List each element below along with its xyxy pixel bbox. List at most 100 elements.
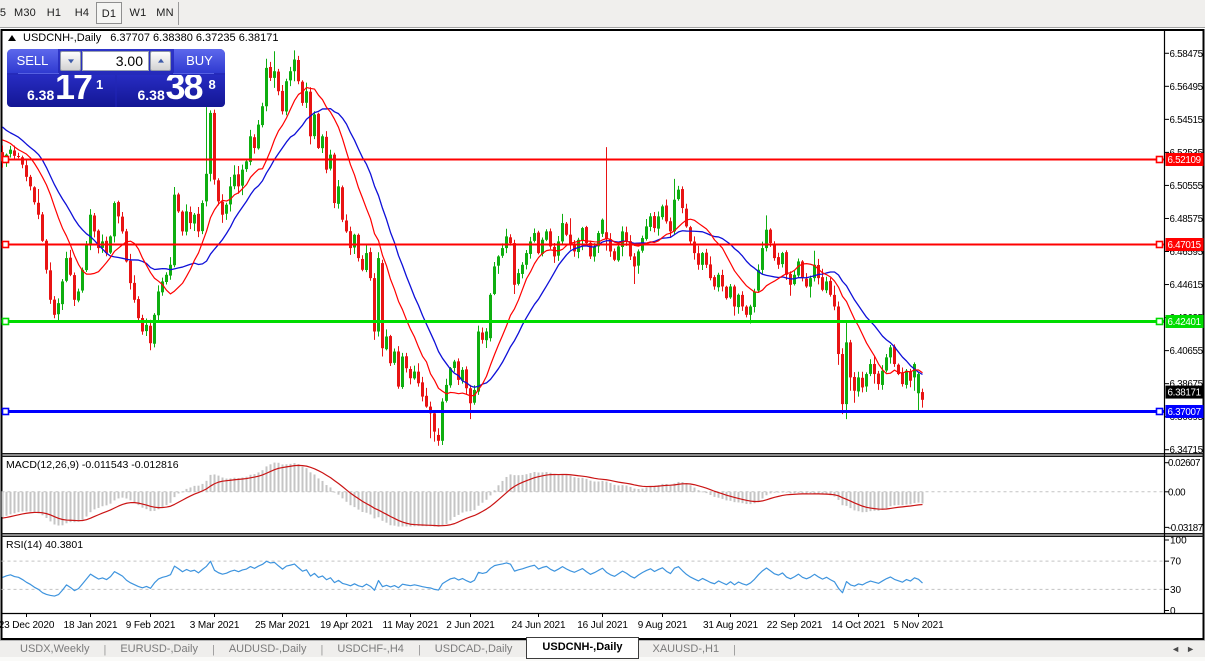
candle-body: [665, 205, 668, 222]
macd-histogram-bar: [153, 491, 156, 511]
candle-body: [297, 60, 300, 82]
macd-histogram-bar: [481, 491, 484, 503]
macd-histogram-bar: [501, 480, 504, 492]
macd-histogram-bar: [793, 491, 796, 494]
macd-histogram-bar: [293, 463, 296, 492]
macd-histogram-bar: [661, 483, 664, 492]
hline-anchor-handle[interactable]: [1155, 407, 1164, 416]
macd-histogram-bar: [221, 477, 224, 492]
macd-histogram-bar: [333, 491, 336, 493]
candle-body: [89, 214, 92, 246]
timeframe-button-d1[interactable]: D1: [96, 2, 122, 24]
collapse-triangle-icon[interactable]: [8, 35, 16, 41]
tab-separator: |: [103, 643, 107, 656]
macd-histogram-bar: [569, 475, 572, 492]
sell-price-sup: 1: [96, 76, 104, 92]
macd-histogram-bar: [697, 490, 700, 492]
sell-price-quote[interactable]: 6.38 17 1: [7, 74, 115, 107]
timeframe-button-h4[interactable]: H4: [74, 7, 90, 19]
macd-histogram-bar: [201, 483, 204, 492]
hline-anchor-handle[interactable]: [1155, 317, 1164, 326]
candle-body: [9, 149, 12, 154]
hline-anchor-handle[interactable]: [1155, 240, 1164, 249]
macd-histogram-bar: [789, 491, 792, 494]
chart-tab-eurusd[interactable]: EURUSD-,Daily: [120, 643, 198, 655]
price-tick-label: 6.56495: [1170, 82, 1204, 93]
candles-group: [1, 50, 924, 446]
price-tick-label: 6.58475: [1170, 49, 1204, 60]
hline-anchor-handle[interactable]: [1, 240, 10, 249]
macd-histogram-bar: [393, 491, 396, 526]
macd-histogram-bar: [657, 485, 660, 492]
timeframe-button-m30[interactable]: M30: [14, 7, 36, 19]
candle-body: [657, 216, 660, 229]
timeframe-toolbar: 5 M30 H1 H4 D1 W1 MN: [0, 0, 1205, 28]
chart-tab-xauusd[interactable]: XAUUSD-,H1: [652, 643, 720, 655]
hline-anchor-handle[interactable]: [1155, 155, 1164, 164]
timeframe-button-w1[interactable]: W1: [129, 7, 147, 19]
candle-body: [85, 244, 88, 271]
macd-histogram-bar: [205, 480, 208, 492]
hline-anchor-handle[interactable]: [1, 155, 10, 164]
timeframe-button-5[interactable]: 5: [0, 7, 7, 19]
candle-body: [333, 154, 336, 204]
candle-body: [129, 260, 132, 284]
candle-body: [369, 252, 372, 279]
timeframe-button-h1[interactable]: H1: [46, 7, 62, 19]
candle-body: [317, 113, 320, 148]
macd-histogram-bar: [309, 472, 312, 492]
volume-decrease-button[interactable]: [60, 51, 81, 71]
chart-tab-usdcnh[interactable]: USDCNH-,Daily: [526, 637, 639, 659]
macd-histogram-bar: [285, 464, 288, 492]
chart-tab-usdcad[interactable]: USDCAD-,Daily: [434, 643, 513, 655]
macd-histogram-bar: [773, 491, 776, 493]
macd-histogram-bar: [909, 491, 912, 505]
tab-separator: |: [320, 643, 324, 656]
date-tick-label: 11 May 2021: [383, 620, 440, 631]
hline-anchor-handle[interactable]: [1, 317, 10, 326]
price-tick-label: 6.46595: [1170, 247, 1204, 258]
chart-tab-usdx[interactable]: USDX,Weekly: [20, 643, 90, 655]
volume-increase-button[interactable]: [150, 51, 171, 71]
candle-body: [217, 180, 220, 202]
tab-scroll-left-icon[interactable]: ◄: [1171, 644, 1187, 654]
sell-button[interactable]: SELL: [7, 49, 58, 73]
macd-histogram-bar: [605, 481, 608, 492]
candle-body: [37, 202, 40, 215]
candle-body: [293, 59, 296, 72]
macd-histogram-bar: [69, 491, 72, 523]
tab-scroll-right-icon[interactable]: ►: [1186, 644, 1201, 654]
hline-anchor-handle[interactable]: [1, 407, 10, 416]
buy-button[interactable]: BUY: [174, 49, 225, 73]
macd-histogram-bar: [161, 491, 164, 508]
macd-histogram-bar: [537, 472, 540, 492]
chart-tab-usdchf[interactable]: USDCHF-,H4: [337, 643, 404, 655]
macd-histogram-bar: [321, 480, 324, 492]
candle-body: [341, 187, 344, 220]
candle-body: [777, 257, 780, 265]
candle-body: [209, 112, 212, 174]
macd-histogram-bar: [753, 491, 756, 504]
macd-histogram-bar: [805, 491, 808, 495]
tab-separator: |: [417, 643, 421, 656]
macd-histogram-bar: [821, 491, 824, 495]
chart-tab-audusd[interactable]: AUDUSD-,Daily: [228, 643, 307, 655]
candle-body: [25, 165, 28, 177]
candle-body: [17, 155, 20, 157]
macd-histogram-bar: [553, 474, 556, 492]
sell-price-small: 6.38: [27, 87, 55, 103]
chart-canvas[interactable]: 6.347156.366956.386756.406556.426356.446…: [0, 29, 1205, 640]
macd-histogram-bar: [169, 491, 172, 503]
timeframe-button-mn[interactable]: MN: [156, 7, 174, 19]
candle-body: [413, 371, 416, 379]
macd-histogram-bar: [389, 491, 392, 526]
tab-scroll-arrows[interactable]: ◄►: [1171, 644, 1201, 654]
buy-price-quote[interactable]: 6.38 38 8: [116, 74, 225, 107]
candle-body: [489, 294, 492, 339]
volume-input[interactable]: 3.00: [82, 51, 149, 71]
candle-body: [881, 370, 884, 385]
candle-body: [553, 246, 556, 257]
price-tick-label: 6.54515: [1170, 115, 1204, 126]
macd-histogram-bar: [337, 491, 340, 495]
